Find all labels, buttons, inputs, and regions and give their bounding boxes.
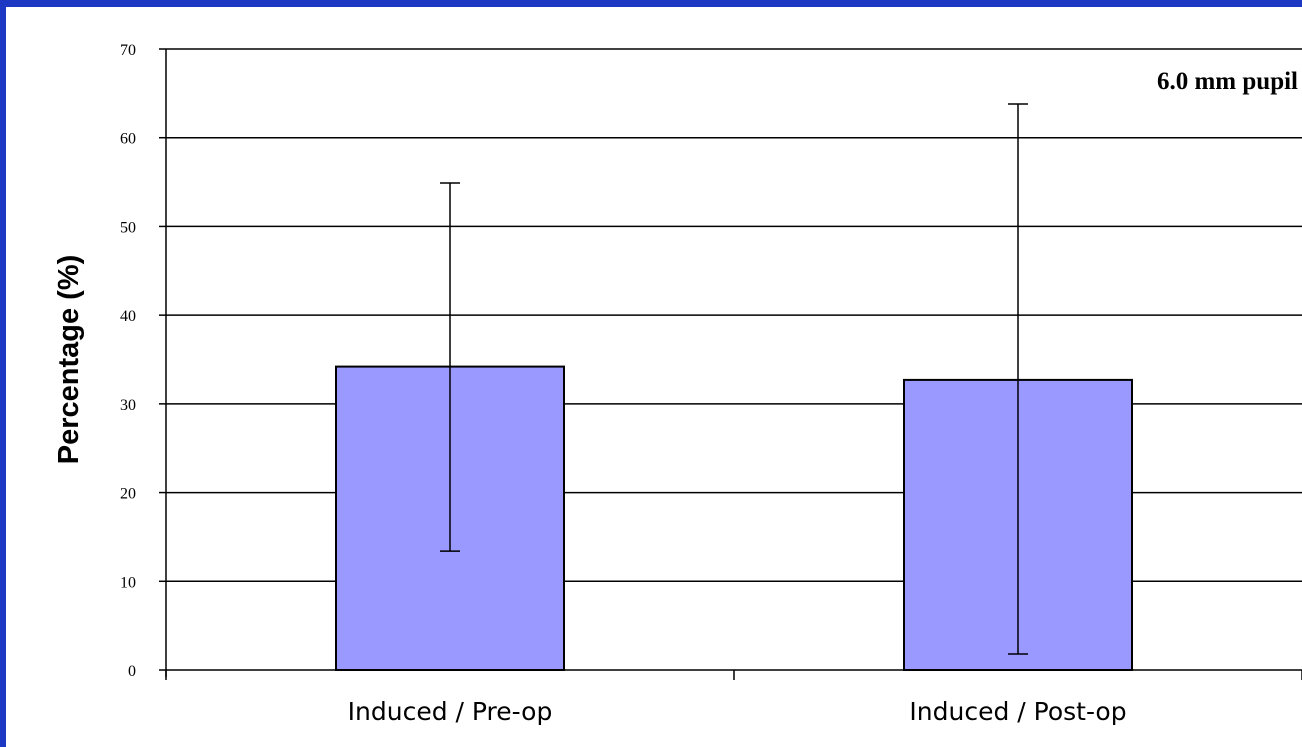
y-tick-label: 60	[120, 131, 136, 148]
y-tick-label: 30	[120, 397, 136, 414]
pupil-size-annotation: 6.0 mm pupil	[1157, 68, 1298, 95]
y-tick-label: 0	[128, 663, 136, 680]
labels: 0 10 20 30 40 50 60 70 Induced / Pre-op Induced /…	[120, 42, 1127, 726]
chart-frame: 0 10 20 30 40 50 60 70 Induced / Pre-op Induced /…	[6, 7, 1302, 747]
x-category-label: Induced / Pre-op	[348, 697, 553, 726]
y-axis-title: Percentage (%)	[53, 255, 85, 465]
x-category-label: Induced / Post-op	[909, 697, 1126, 726]
error-bars	[440, 103, 1028, 655]
y-tick-label: 10	[120, 574, 136, 591]
y-tick-label: 70	[120, 42, 136, 59]
y-tick-label: 20	[120, 486, 136, 503]
bar-chart: 0 10 20 30 40 50 60 70 Induced / Pre-op Induced /…	[53, 42, 1302, 726]
y-tick-label: 50	[120, 219, 136, 236]
y-tick-label: 40	[120, 308, 136, 325]
bars	[335, 365, 1133, 671]
axes	[159, 48, 1302, 680]
